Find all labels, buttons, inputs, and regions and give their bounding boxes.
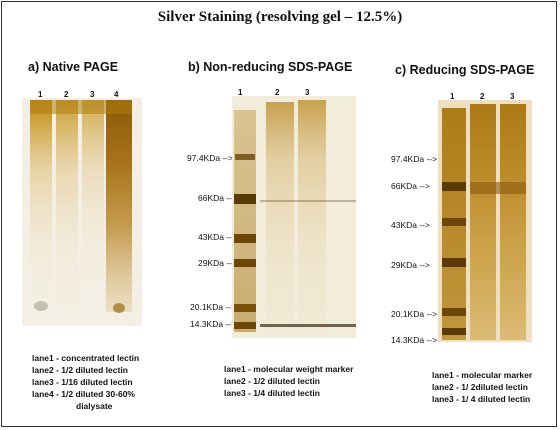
- panel-c-marker-66kda: 66KDa -->: [391, 181, 430, 191]
- panel-b-lane-3: 3: [305, 88, 310, 97]
- panel-c-marker-43kda: 43KDa -->: [391, 220, 430, 230]
- panel-a-lane-4: 4: [114, 90, 119, 99]
- panel-a-lane-3: 3: [90, 90, 95, 99]
- panel-c-lane-1: 1: [450, 92, 455, 101]
- panel-c-marker-97kda: 97.4KDa -->: [391, 154, 438, 164]
- panel-b-gel-image: [232, 96, 356, 338]
- panel-b-marker-29kda: 29KDa -->: [198, 258, 237, 268]
- panel-a-legend-line: dialysate: [76, 401, 113, 411]
- panel-b-legend-line: lane1 - molecular weight marker: [224, 364, 354, 374]
- panel-c-marker-29kda: 29KDa -->: [391, 260, 430, 270]
- panel-c-legend-line: lane3 - 1/ 4 diluted lectin: [432, 394, 531, 404]
- panel-b-legend-line: lane2 - 1/2 diluted lectin: [224, 376, 320, 386]
- panel-a-title: a) Native PAGE: [28, 60, 119, 74]
- panel-a-legend-line: lane4 - 1/2 diluted 30-60%: [32, 389, 135, 399]
- panel-b-legend: lane1 - molecular weight marker lane2 - …: [224, 363, 353, 399]
- panel-a-legend-line: lane1 - concentrated lectin: [32, 353, 140, 363]
- panel-a-lane-1: 1: [38, 90, 43, 99]
- panel-b-marker-20kda: 20.1KDa -->: [190, 302, 237, 312]
- panel-c-gel-image: [438, 100, 532, 342]
- panel-b-marker-97kda: 97.4KDa -->: [187, 153, 234, 163]
- panel-c-marker-20kda: 20.1KDa -->: [391, 309, 438, 319]
- panel-a-gel-image: [22, 98, 142, 340]
- panel-b-marker-66kda: 66KDa -->: [198, 193, 237, 203]
- panel-b-title: b) Non-reducing SDS-PAGE: [188, 60, 353, 74]
- panel-b-lane-2: 2: [275, 88, 280, 97]
- panel-c-lane-3: 3: [510, 92, 515, 101]
- panel-c-lane-2: 2: [480, 92, 485, 101]
- panel-a-legend-line: lane2 - 1/2 diluted lectin: [32, 365, 128, 375]
- panel-c-legend-line: lane1 - molecular marker: [432, 370, 533, 380]
- panel-b-marker-43kda: 43KDa -->: [198, 232, 237, 242]
- figure-title: Silver Staining (resolving gel – 12.5%): [157, 9, 403, 25]
- panel-c-title: c) Reducing SDS-PAGE: [395, 63, 535, 77]
- panel-c-legend: lane1 - molecular marker lane2 - 1/ 2dil…: [432, 369, 532, 405]
- panel-c-marker-14kda: 14.3KDa -->: [391, 335, 438, 345]
- panel-c-legend-line: lane2 - 1/ 2diluted lectin: [432, 382, 528, 392]
- panel-a-lane-2: 2: [64, 90, 69, 99]
- panel-a-legend: lane1 - concentrated lectin lane2 - 1/2 …: [32, 352, 139, 412]
- panel-b-marker-14kda: 14.3KDa -->: [190, 319, 237, 329]
- panel-b-lane-1: 1: [238, 88, 243, 97]
- panel-b-legend-line: lane3 - 1/4 diluted lectin: [224, 388, 320, 398]
- panel-a-legend-line: lane3 - 1/16 diluted lectin: [32, 377, 133, 387]
